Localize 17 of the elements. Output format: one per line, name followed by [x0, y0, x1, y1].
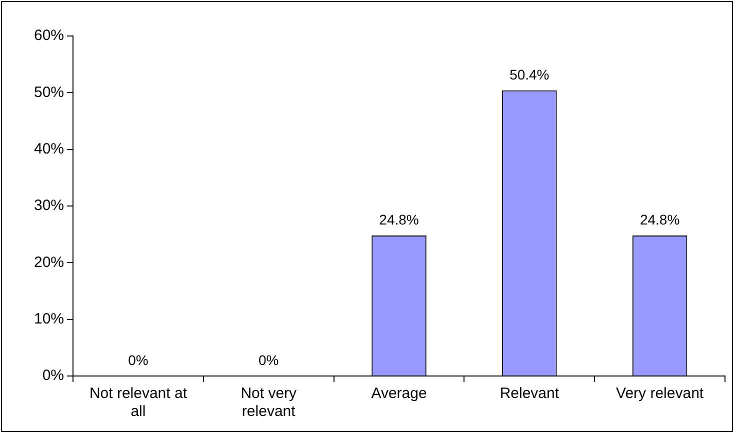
x-tick-label: Average — [371, 385, 427, 402]
y-tick-label: 50% — [34, 84, 64, 101]
data-label: 24.8% — [379, 211, 419, 228]
data-label: 0% — [258, 352, 279, 368]
data-label: 24.8% — [640, 211, 680, 228]
y-tick-label: 60% — [34, 27, 64, 44]
x-tick-label: Very relevant — [616, 385, 704, 402]
y-tick-label: 30% — [34, 197, 64, 214]
data-label: 0% — [128, 352, 148, 368]
y-tick-label: 10% — [34, 310, 64, 328]
data-label: 50.4% — [510, 66, 550, 82]
y-tick-label: 0% — [42, 367, 64, 384]
x-tick-label: Not relevant at all — [89, 385, 188, 420]
x-tick-label: Relevant — [500, 385, 560, 402]
y-tick-label: 20% — [34, 254, 64, 271]
y-tick-label: 40% — [34, 140, 64, 158]
x-tick-label: Not very relevant — [240, 385, 298, 420]
